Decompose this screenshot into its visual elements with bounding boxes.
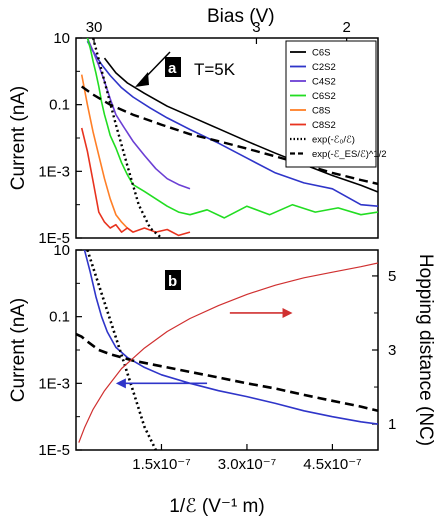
panel-b-arrow-head [115,378,126,389]
panel-b-y-tick-label: 1E-5 [38,442,70,459]
panel-a-y-tick-label: 0.1 [49,97,70,114]
legend-label: C8S [312,106,330,117]
legend-label: C8S2 [312,120,336,131]
panel-a-tag: a [168,60,177,77]
legend-label: C6S2 [312,91,336,102]
panel-b-right-tick-label: 3 [388,342,396,359]
panel-a-series-4 [80,74,134,233]
panel-b: 10 0.1 1E-3 1E-5 1 3 5 1.5x10⁻⁷ 3.0x10⁻⁷ 4.5x10… [8,242,436,517]
panel-b-arrow-head [282,307,293,318]
panel-b-x-ticks: 1.5x10⁻⁷ 3.0x10⁻⁷ 4.5x10⁻⁷ [132,444,362,473]
panel-b-right-axis-label: Hopping distance (NC) [415,254,436,446]
panel-b-x-tick-label: 3.0x10⁻⁷ [218,456,276,473]
panel-b-y-ticks: 10 0.1 1E-3 1E-5 [38,242,82,459]
panel-b-y-tick-label: 0.1 [49,309,70,326]
panel-b-arrows [115,307,293,389]
panel-b-frame [75,249,379,451]
panel-b-x-tick-label: 1.5x10⁻⁷ [132,456,190,473]
legend-box [285,40,377,168]
panel-b-right-tick-label: 1 [388,416,396,433]
panel-b-y-tick-label: 1E-3 [38,375,70,392]
panel-a-series-0 [103,57,378,193]
panel-a-series-5 [80,127,191,237]
panel-a-legend: C6S C2S2 C4S2 C6S2 C8S C8S2 exp(-ℰ₀/ℰ) exp(-ℰ_E… [285,40,387,168]
top-axis-tick-label: 2 [342,19,350,36]
annotation-arrowhead [135,72,149,87]
panel-b-series [76,250,378,450]
panel-b-tag-box [165,270,181,290]
panel-b-right-ticks: 1 3 5 [372,268,396,433]
panel-a-y-tick-label: 1E-3 [38,163,70,180]
legend-label: exp(-ℰ_ES/ℰ)^1/2 [312,149,387,160]
panel-b-series-0 [83,250,378,425]
panel-b-y-tick-label: 10 [53,242,70,259]
panel-a-y-ticks: 10 0.1 1E-3 1E-5 [38,30,82,247]
panel-a-series-7 [81,85,378,186]
top-axis-tick-label: 3 [252,19,260,36]
panel-a: Bias (V) 30 3 2 10 0.1 1E-3 1E-5 Current (nA)… [8,6,387,247]
temperature-annotation: T=5K [194,60,236,79]
panel-b-series-2 [86,250,157,450]
panel-b-series-1 [76,332,378,413]
top-axis-ticks: 30 3 2 [86,19,351,44]
panel-a-y-tick-label: 1E-5 [38,230,70,247]
panel-a-y-axis-label: Current (nA) [8,86,29,191]
panel-a-series-1 [86,40,378,207]
legend-label: C2S2 [312,62,336,73]
top-axis-tick-label: 30 [86,19,103,36]
panel-a-series-3 [86,38,378,219]
panel-b-x-axis-label: 1/ℰ (V⁻¹ m) [169,496,264,517]
panel-a-tag-box [165,57,181,77]
legend-label: exp(-ℰ₀/ℰ) [312,135,355,146]
panel-b-y-axis-label: Current (nA) [8,298,29,403]
panel-a-series [80,38,378,238]
panel-a-y-tick-label: 10 [53,30,70,47]
legend-label: C6S [312,48,330,59]
panel-b-right-tick-label: 5 [388,268,396,285]
top-axis-label: Bias (V) [207,6,275,27]
panel-a-series-2 [86,38,191,190]
panel-b-series-3 [78,262,378,443]
panel-b-tag: b [168,273,177,290]
panel-b-x-tick-label: 4.5x10⁻⁷ [303,456,361,473]
legend-label: C4S2 [312,77,336,88]
